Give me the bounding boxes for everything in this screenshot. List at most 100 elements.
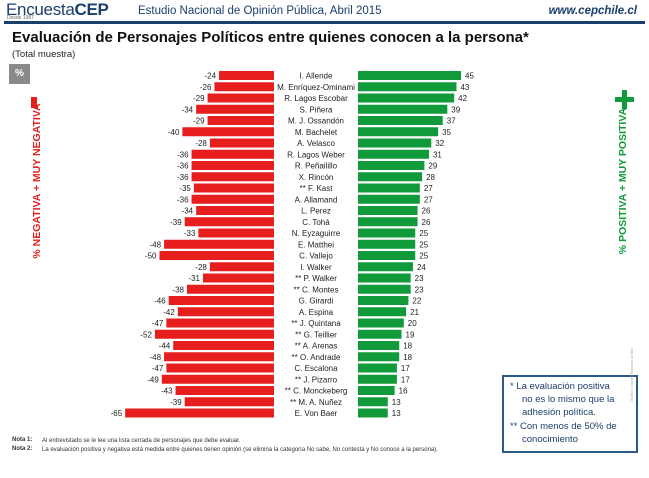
category-label: X. Rincón	[299, 173, 334, 182]
positive-bar-o-andrade	[358, 352, 400, 362]
negative-bar-c-toh	[184, 217, 274, 227]
positive-value-label: 42	[458, 94, 467, 103]
brand-since: Desde 1987	[7, 15, 34, 21]
negative-value-label: -34	[182, 207, 194, 216]
negative-bar-s-pi-era	[196, 104, 274, 114]
positive-bar-c-escalona	[358, 363, 397, 373]
category-label: ** M. A. Nuñez	[290, 398, 342, 407]
positive-bar-p-walker	[358, 273, 411, 283]
category-label: G. Girardi	[299, 297, 334, 306]
positive-value-label: 24	[417, 263, 426, 272]
positive-value-label: 37	[447, 117, 456, 126]
positive-bar-f-kast	[358, 183, 420, 193]
positive-bar-l-perez	[358, 206, 418, 215]
positive-bar-e-matthei	[358, 239, 416, 249]
positive-bar-e-von-baer	[358, 408, 388, 418]
category-label: C. Vallejo	[299, 252, 333, 261]
negative-bar-l-perez	[196, 206, 274, 215]
negative-bar-n-eyzaguirre	[198, 228, 274, 238]
website-url[interactable]: www.cepchile.cl	[548, 5, 637, 17]
positive-value-label: 43	[460, 83, 469, 92]
category-label: L. Perez	[301, 207, 331, 216]
category-label: C. Tohá	[302, 218, 330, 227]
positive-value-label: 19	[406, 330, 415, 339]
legend-line-1: * La evaluación positiva	[510, 381, 610, 392]
positive-value-label: 16	[399, 387, 408, 396]
negative-value-label: -42	[163, 308, 175, 317]
positive-value-label: 25	[419, 229, 428, 238]
negative-bar-c-montes	[186, 284, 274, 294]
brand-logo: EncuestaCEP	[6, 0, 109, 20]
legend-box: * La evaluación positiva no es lo mismo …	[502, 375, 638, 453]
category-label: ** O. Andrade	[292, 353, 341, 362]
positive-value-label: 39	[451, 105, 460, 114]
negative-value-label: -46	[154, 297, 166, 306]
positive-bar-a-allamand	[358, 194, 420, 204]
positive-bar-s-pi-era	[358, 104, 448, 114]
positive-bar-n-eyzaguirre	[358, 228, 416, 238]
category-label: M. J. Ossandón	[288, 117, 344, 126]
negative-bar-i-walker	[209, 262, 274, 272]
negative-value-label: -28	[195, 139, 207, 148]
category-label: M. Bachelet	[295, 128, 338, 137]
negative-bar-r-lagos-weber	[191, 149, 274, 159]
negative-value-label: -39	[170, 218, 182, 227]
category-label: S. Piñera	[300, 105, 333, 114]
positive-bar-r-pe-ailillo	[358, 161, 425, 170]
positive-bar-a-espina	[358, 307, 407, 317]
negative-value-label: -34	[182, 105, 194, 114]
category-label: A. Espina	[299, 308, 334, 317]
positive-bar-m-enr-quez-ominami	[358, 82, 457, 92]
note-2-text: La evaluación positiva y negativa está m…	[42, 447, 438, 453]
positive-bar-j-quintana	[358, 318, 404, 328]
positive-value-label: 18	[403, 342, 412, 351]
positive-value-label: 21	[410, 308, 419, 317]
positive-bar-m-bachelet	[358, 127, 439, 137]
source-credit: Gráfico: Daniel Ramírez Ardila	[629, 348, 634, 402]
negative-value-label: -36	[177, 195, 189, 204]
legend-line-3: adhesión política.	[522, 407, 596, 418]
negative-value-label: -38	[172, 285, 184, 294]
negative-bar-m-bachelet	[182, 127, 274, 137]
positive-bar-r-lagos-weber	[358, 149, 429, 159]
category-label: ** F. Kast	[300, 184, 334, 193]
negative-value-label: -31	[188, 274, 200, 283]
negative-value-label: -36	[177, 150, 189, 159]
negative-value-label: -35	[179, 184, 191, 193]
positive-bar-c-vallejo	[358, 251, 416, 260]
category-label: M. Enríquez-Ominami	[277, 83, 355, 92]
negative-value-label: -39	[170, 398, 182, 407]
legend-line-5: conocimiento	[522, 434, 578, 445]
negative-bar-c-escalona	[166, 363, 274, 373]
negative-value-label: -48	[150, 353, 162, 362]
category-label: R. Peñailillo	[295, 162, 338, 171]
negative-value-label: -49	[147, 375, 159, 384]
positive-bar-a-velasco	[358, 138, 432, 148]
negative-value-label: -47	[152, 319, 164, 328]
category-label: ** G. Teillier	[295, 330, 337, 339]
category-label: R. Lagos Weber	[287, 150, 345, 159]
header-bar: EncuestaCEP Desde 1987 Estudio Nacional …	[0, 0, 649, 21]
negative-bar-r-lagos-escobar	[207, 93, 274, 103]
minus-icon	[31, 97, 37, 108]
positive-bar-c-toh	[358, 217, 418, 227]
negative-value-label: -26	[200, 83, 212, 92]
positive-bar-i-allende	[358, 71, 462, 80]
category-label: R. Lagos Escobar	[284, 94, 348, 103]
negative-value-label: -40	[168, 128, 180, 137]
category-label: ** P. Walker	[295, 274, 337, 283]
negative-bar-p-walker	[203, 273, 274, 283]
negative-bar-m-enr-quez-ominami	[214, 82, 274, 92]
positive-bar-g-girardi	[358, 296, 409, 305]
plus-icon-vertical	[622, 90, 627, 109]
category-label: E. Matthei	[298, 240, 334, 249]
category-label: A. Allamand	[295, 195, 338, 204]
positive-bar-c-monckeberg	[358, 386, 395, 395]
negative-value-label: -36	[177, 162, 189, 171]
note-2: Nota 2: La evaluación positiva y negativ…	[12, 446, 502, 454]
negative-bar-o-andrade	[164, 352, 274, 362]
positive-value-label: 13	[392, 409, 401, 418]
category-label: ** J. Pizarro	[295, 375, 338, 384]
positive-value-label: 20	[408, 319, 417, 328]
